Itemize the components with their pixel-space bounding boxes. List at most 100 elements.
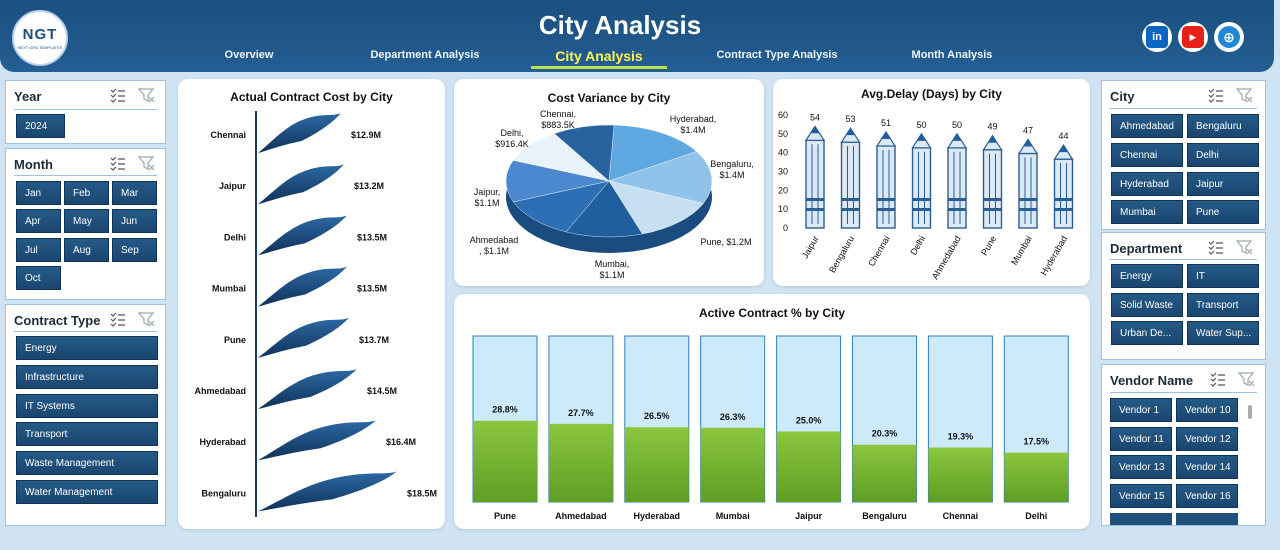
contract-type-transport-chip[interactable]: Transport (16, 422, 158, 446)
tab-month-analysis[interactable]: Month Analysis (911, 49, 993, 61)
vendor-scrollbar[interactable] (1248, 405, 1252, 419)
multi-select-icon[interactable] (1208, 87, 1224, 103)
data-label: 49 (987, 122, 997, 132)
vendor-chip-partial[interactable] (1176, 513, 1238, 525)
vendor-13-chip[interactable]: Vendor 13 (1110, 455, 1172, 479)
multi-select-icon[interactable] (1210, 371, 1226, 387)
clear-filter-icon[interactable] (1236, 87, 1254, 103)
youtube-link[interactable]: ▶ (1178, 22, 1208, 52)
pencil-body (982, 149, 1003, 229)
y-tick-label: 50 (778, 129, 788, 139)
clear-filter-icon[interactable] (138, 155, 156, 171)
department-water-supply-chip[interactable]: Water Sup... (1187, 321, 1259, 345)
data-label: 50 (952, 120, 962, 130)
multi-select-icon[interactable] (110, 311, 126, 327)
website-link[interactable]: ⊕ (1214, 22, 1244, 52)
pencil-lead (987, 135, 998, 143)
contract-type-it-systems-chip[interactable]: IT Systems (16, 394, 158, 418)
pencil-lead (810, 126, 820, 134)
city-chennai-chip[interactable]: Chennai (1111, 143, 1183, 167)
data-label: 25.0% (796, 415, 822, 425)
month-slicer-title: Month (14, 157, 53, 172)
vendor-14-chip[interactable]: Vendor 14 (1176, 455, 1238, 479)
clear-filter-icon[interactable] (1236, 239, 1254, 255)
vendor-11-chip[interactable]: Vendor 11 (1110, 427, 1172, 451)
department-urban-development-chip[interactable]: Urban De... (1111, 321, 1183, 345)
city-hyderabad-chip[interactable]: Hyderabad (1111, 172, 1183, 196)
pencil-band (841, 198, 860, 201)
data-label: 17.5% (1024, 437, 1050, 447)
vendor-12-chip[interactable]: Vendor 12 (1176, 427, 1238, 451)
avg-delay-card: Avg.Delay (Days) by City 0 10 20 30 40 50 60 54… (773, 79, 1090, 286)
pencil-lead (916, 133, 927, 141)
bar-mark (258, 420, 376, 461)
header-bar: NGT NEXT GEN TEMPLATES City Analysis Ove… (0, 0, 1274, 72)
contract-type-slicer-title: Contract Type (14, 313, 101, 328)
tab-overview[interactable]: Overview (224, 49, 274, 61)
vendor-15-chip[interactable]: Vendor 15 (1110, 484, 1172, 508)
clear-filter-icon[interactable] (138, 87, 156, 103)
month-jun-chip[interactable]: Jun (112, 209, 157, 233)
city-mumbai-chip[interactable]: Mumbai (1111, 200, 1183, 224)
pencil-body (947, 147, 967, 229)
city-ahmedabad-chip[interactable]: Ahmedabad (1111, 114, 1183, 138)
data-label: 47 (1023, 125, 1033, 135)
multi-select-icon[interactable] (110, 87, 126, 103)
vendor-10-chip[interactable]: Vendor 10 (1176, 398, 1238, 422)
city-pune-chip[interactable]: Pune (1187, 200, 1259, 224)
y-tick-label: 30 (778, 167, 788, 177)
pencil-band (877, 198, 895, 201)
linkedin-link[interactable]: in (1142, 22, 1172, 52)
x-tick-label: Bengaluru (862, 511, 907, 521)
pencil-body (805, 139, 825, 229)
month-may-chip[interactable]: May (64, 209, 109, 233)
slice-label: Ahmedabad, $1.1M (470, 235, 519, 256)
vendor-16-chip[interactable]: Vendor 16 (1176, 484, 1238, 508)
data-label: $18.5M (407, 488, 437, 498)
multi-select-icon[interactable] (1208, 239, 1224, 255)
contract-type-energy-chip[interactable]: Energy (16, 336, 158, 360)
month-feb-chip[interactable]: Feb (64, 181, 109, 205)
y-tick-label: 0 (783, 223, 788, 233)
department-solid-waste-chip[interactable]: Solid Waste (1111, 293, 1183, 317)
category-label: Ahmedabad (194, 386, 246, 396)
multi-select-icon[interactable] (110, 155, 126, 171)
year-slicer: Year 2024 (5, 80, 166, 144)
vendor-1-chip[interactable]: Vendor 1 (1110, 398, 1172, 422)
year-2024-chip[interactable]: 2024 (16, 114, 65, 138)
contract-type-water-management-chip[interactable]: Water Management (16, 480, 158, 504)
department-energy-chip[interactable]: Energy (1111, 264, 1183, 288)
tab-contract-type-analysis[interactable]: Contract Type Analysis (716, 49, 838, 61)
month-mar-chip[interactable]: Mar (112, 181, 157, 205)
pencil-band (983, 198, 1002, 201)
month-jan-chip[interactable]: Jan (16, 181, 61, 205)
pencil-tip (804, 125, 826, 141)
month-oct-chip[interactable]: Oct (16, 266, 61, 290)
contract-type-waste-management-chip[interactable]: Waste Management (16, 451, 158, 475)
data-label: $16.4M (386, 437, 416, 447)
vendor-chip-partial[interactable] (1110, 513, 1172, 525)
month-sep-chip[interactable]: Sep (112, 238, 157, 262)
department-it-chip[interactable]: IT (1187, 264, 1259, 288)
tab-department-analysis[interactable]: Department Analysis (370, 49, 480, 61)
x-tick-label: Pune (979, 234, 998, 257)
page-title: City Analysis (538, 10, 702, 40)
clear-filter-icon[interactable] (1238, 371, 1256, 387)
month-aug-chip[interactable]: Aug (64, 238, 109, 262)
month-apr-chip[interactable]: Apr (16, 209, 61, 233)
pencil-tip (911, 132, 932, 149)
x-tick-label: Chennai (943, 511, 979, 521)
tab-city-analysis[interactable]: City Analysis (555, 48, 643, 64)
pencil-band (1019, 208, 1037, 211)
month-jul-chip[interactable]: Jul (16, 238, 61, 262)
category-label: Pune (224, 335, 246, 345)
department-slicer: Department Energy IT Solid Waste Transpo… (1101, 232, 1266, 360)
pie-slice (553, 124, 615, 182)
city-jaipur-chip[interactable]: Jaipur (1187, 172, 1259, 196)
city-delhi-chip[interactable]: Delhi (1187, 143, 1259, 167)
clear-filter-icon[interactable] (138, 311, 156, 327)
contract-type-infrastructure-chip[interactable]: Infrastructure (16, 365, 158, 389)
bar-mark (258, 317, 349, 358)
department-transport-chip[interactable]: Transport (1187, 293, 1259, 317)
city-bengaluru-chip[interactable]: Bengaluru (1187, 114, 1259, 138)
